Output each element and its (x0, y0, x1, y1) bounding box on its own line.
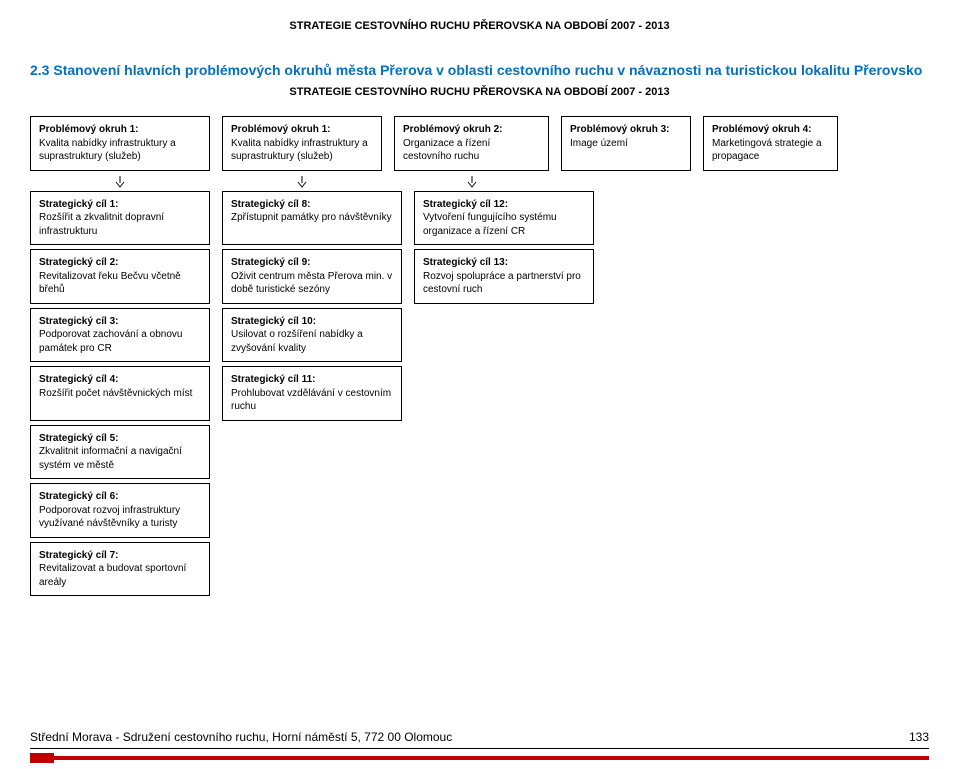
problem-title: Problémový okruh 1: (39, 124, 138, 135)
strategic-row: Strategický cíl 7: Revitalizovat a budova… (30, 542, 929, 597)
strategic-goal-title: Strategický cíl 13: (423, 257, 508, 268)
problem-text: Kvalita nabídky infrastruktury a suprast… (231, 138, 368, 163)
strategic-goal-box: Strategický cíl 11: Prohlubovat vzděláván… (222, 366, 402, 421)
page-footer: Střední Morava - Sdružení cestovního ruc… (0, 730, 959, 769)
problem-box-2: Problémový okruh 2: Organizace a řízení … (394, 116, 549, 171)
strategic-goal-text: Revitalizovat a budovat sportovní areály (39, 563, 186, 588)
strategic-goal-box: Strategický cíl 4: Rozšířit počet návštěv… (30, 366, 210, 421)
strategic-goal-title: Strategický cíl 9: (231, 257, 310, 268)
page-header-strip: STRATEGIE CESTOVNÍHO RUCHU PŘEROVSKA NA … (30, 20, 929, 32)
section-subtitle: STRATEGIE CESTOVNÍHO RUCHU PŘEROVSKA NA … (30, 86, 929, 98)
footer-accent-block (30, 753, 54, 763)
strategic-goal-box: Strategický cíl 1: Rozšířit a zkvalitnit … (30, 191, 210, 246)
problem-text: Image území (570, 138, 628, 149)
problem-box-3: Problémový okruh 3: Image území (561, 116, 691, 171)
strategic-row: Strategický cíl 1: Rozšířit a zkvalitnit … (30, 191, 929, 246)
problem-box-1b: Problémový okruh 1: Kvalita nabídky infr… (222, 116, 382, 171)
strategic-goal-title: Strategický cíl 3: (39, 316, 118, 327)
strategic-goal-text: Usilovat o rozšíření nabídky a zvyšování… (231, 329, 363, 354)
strategic-goal-box: Strategický cíl 10: Usilovat o rozšíření … (222, 308, 402, 363)
strategic-goal-title: Strategický cíl 2: (39, 257, 118, 268)
strategic-goal-box: Strategický cíl 5: Zkvalitnit informační … (30, 425, 210, 480)
strategic-goal-text: Rozšířit a zkvalitnit dopravní infrastru… (39, 212, 164, 237)
strategic-goal-text: Podporovat rozvoj infrastruktury využíva… (39, 505, 180, 530)
problem-title: Problémový okruh 1: (231, 124, 330, 135)
problem-title: Problémový okruh 3: (570, 124, 669, 135)
footer-left-text: Střední Morava - Sdružení cestovního ruc… (30, 730, 452, 744)
strategic-goal-text: Revitalizovat řeku Bečvu včetně břehů (39, 271, 181, 296)
strategic-goal-title: Strategický cíl 1: (39, 199, 118, 210)
strategic-goal-text: Oživit centrum města Přerova min. v době… (231, 271, 392, 296)
strategic-row: Strategický cíl 2: Revitalizovat řeku Beč… (30, 249, 929, 304)
strategic-goal-text: Rozvoj spolupráce a partnerství pro cest… (423, 271, 581, 296)
strategic-goal-box: Strategický cíl 3: Podporovat zachování a… (30, 308, 210, 363)
strategic-goal-box: Strategický cíl 6: Podporovat rozvoj infr… (30, 483, 210, 538)
problem-box-4: Problémový okruh 4: Marketingová strateg… (703, 116, 838, 171)
strategic-row: Strategický cíl 3: Podporovat zachování a… (30, 308, 929, 363)
strategic-goal-title: Strategický cíl 11: (231, 374, 316, 385)
strategic-goal-title: Strategický cíl 6: (39, 491, 118, 502)
strategic-goal-text: Podporovat zachování a obnovu památek pr… (39, 329, 182, 354)
strategic-goal-box: Strategický cíl 8: Zpřístupnit památky pr… (222, 191, 402, 246)
section-title: 2.3 Stanovení hlavních problémových okru… (30, 62, 929, 78)
strategic-row: Strategický cíl 4: Rozšířit počet návštěv… (30, 366, 929, 421)
arrow-down-icon (297, 176, 307, 188)
footer-accent-bar (30, 753, 929, 763)
arrow-down-icon (115, 176, 125, 188)
problem-text: Marketingová strategie a propagace (712, 138, 822, 163)
strategic-goal-title: Strategický cíl 8: (231, 199, 310, 210)
problem-text: Organizace a řízení cestovního ruchu (403, 138, 490, 163)
strategic-goal-text: Zpřístupnit památky pro návštěvníky (231, 212, 392, 223)
problem-title: Problémový okruh 2: (403, 124, 502, 135)
strategic-goal-title: Strategický cíl 12: (423, 199, 508, 210)
strategic-goal-box: Strategický cíl 2: Revitalizovat řeku Beč… (30, 249, 210, 304)
strategic-goal-box: Strategický cíl 13: Rozvoj spolupráce a p… (414, 249, 594, 304)
strategic-row: Strategický cíl 6: Podporovat rozvoj infr… (30, 483, 929, 538)
strategic-goal-title: Strategický cíl 7: (39, 550, 118, 561)
strategic-goal-box: Strategický cíl 12: Vytvoření fungujícího… (414, 191, 594, 246)
strategic-goal-text: Zkvalitnit informační a navigační systém… (39, 446, 182, 471)
footer-accent-line (54, 756, 929, 760)
strategic-goal-box: Strategický cíl 7: Revitalizovat a budova… (30, 542, 210, 597)
strategic-goal-box: Strategický cíl 9: Oživit centrum města P… (222, 249, 402, 304)
problem-box-1: Problémový okruh 1: Kvalita nabídky infr… (30, 116, 210, 171)
problem-text: Kvalita nabídky infrastruktury a suprast… (39, 138, 176, 163)
strategic-grid: Strategický cíl 1: Rozšířit a zkvalitnit … (30, 191, 929, 597)
arrow-row (30, 175, 929, 189)
strategic-goal-title: Strategický cíl 10: (231, 316, 316, 327)
problem-row: Problémový okruh 1: Kvalita nabídky infr… (30, 116, 929, 171)
strategic-goal-title: Strategický cíl 4: (39, 374, 118, 385)
strategic-row: Strategický cíl 5: Zkvalitnit informační … (30, 425, 929, 480)
arrow-down-icon (467, 176, 477, 188)
strategic-goal-title: Strategický cíl 5: (39, 433, 118, 444)
problem-title: Problémový okruh 4: (712, 124, 811, 135)
strategic-goal-text: Prohlubovat vzdělávání v cestovním ruchu (231, 388, 391, 413)
strategic-goal-text: Vytvoření fungujícího systému organizace… (423, 212, 557, 237)
strategic-goal-text: Rozšířit počet návštěvnických míst (39, 388, 192, 399)
footer-page-number: 133 (909, 730, 929, 744)
